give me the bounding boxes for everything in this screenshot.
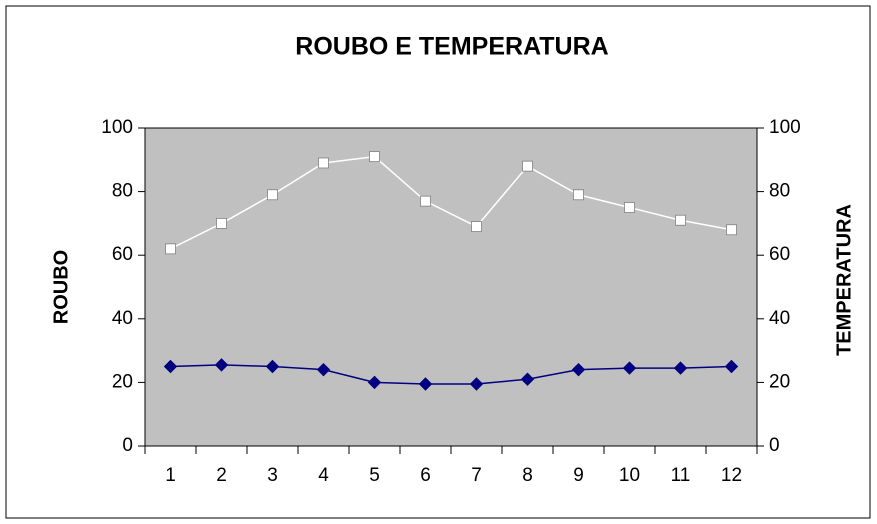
x-tick-label: 2 (216, 465, 227, 486)
series-line (170, 364, 732, 385)
marker (675, 214, 686, 226)
y-axis-label: ROUBO (50, 250, 72, 324)
y2-axis-label: TEMPERATURA (833, 204, 855, 356)
y2-tick-label: 60 (769, 244, 790, 265)
y2-tick-label: 80 (769, 181, 790, 202)
marker (673, 361, 688, 375)
marker (265, 359, 280, 374)
y2-tick-label: 0 (769, 435, 780, 456)
marker (216, 217, 227, 229)
marker (267, 189, 278, 201)
x-tick-label: 1 (165, 465, 176, 486)
marker (624, 202, 635, 213)
marker (165, 243, 176, 255)
y2-tick-label: 20 (769, 371, 790, 392)
x-tick-label: 9 (573, 465, 584, 486)
marker (522, 160, 533, 172)
marker (471, 221, 482, 232)
marker (726, 224, 737, 236)
marker (369, 151, 380, 163)
x-tick-label: 12 (721, 465, 742, 486)
marker (520, 372, 535, 386)
marker (418, 377, 433, 391)
y2-tick-label: 40 (769, 308, 790, 329)
marker (214, 358, 229, 372)
marker (420, 195, 431, 207)
y-tick-label: 40 (112, 308, 133, 329)
marker (571, 362, 586, 377)
x-tick-label: 4 (318, 465, 329, 486)
y-tick-label: 20 (112, 371, 133, 392)
x-tick-label: 6 (420, 465, 431, 486)
marker (573, 189, 584, 201)
x-tick-label: 5 (369, 465, 380, 486)
y2-tick-label: 100 (769, 117, 801, 138)
series-line (170, 155, 732, 250)
marker (469, 377, 484, 391)
plot-area (144, 127, 758, 447)
y-tick-label: 80 (112, 181, 133, 202)
marker (622, 361, 637, 375)
marker (316, 362, 331, 377)
marker (318, 157, 329, 169)
x-tick-label: 7 (471, 465, 482, 486)
chart-title: ROUBO E TEMPERATURA (295, 33, 608, 61)
x-tick-label: 11 (671, 465, 691, 486)
y-tick-label: 100 (101, 117, 133, 138)
x-tick-label: 8 (522, 465, 533, 486)
x-tick-label: 3 (267, 465, 278, 486)
marker (163, 359, 178, 374)
x-tick-label: 10 (619, 465, 640, 486)
y-tick-label: 0 (122, 435, 133, 456)
marker (367, 375, 382, 390)
marker (724, 359, 739, 374)
y-tick-label: 60 (112, 244, 133, 265)
